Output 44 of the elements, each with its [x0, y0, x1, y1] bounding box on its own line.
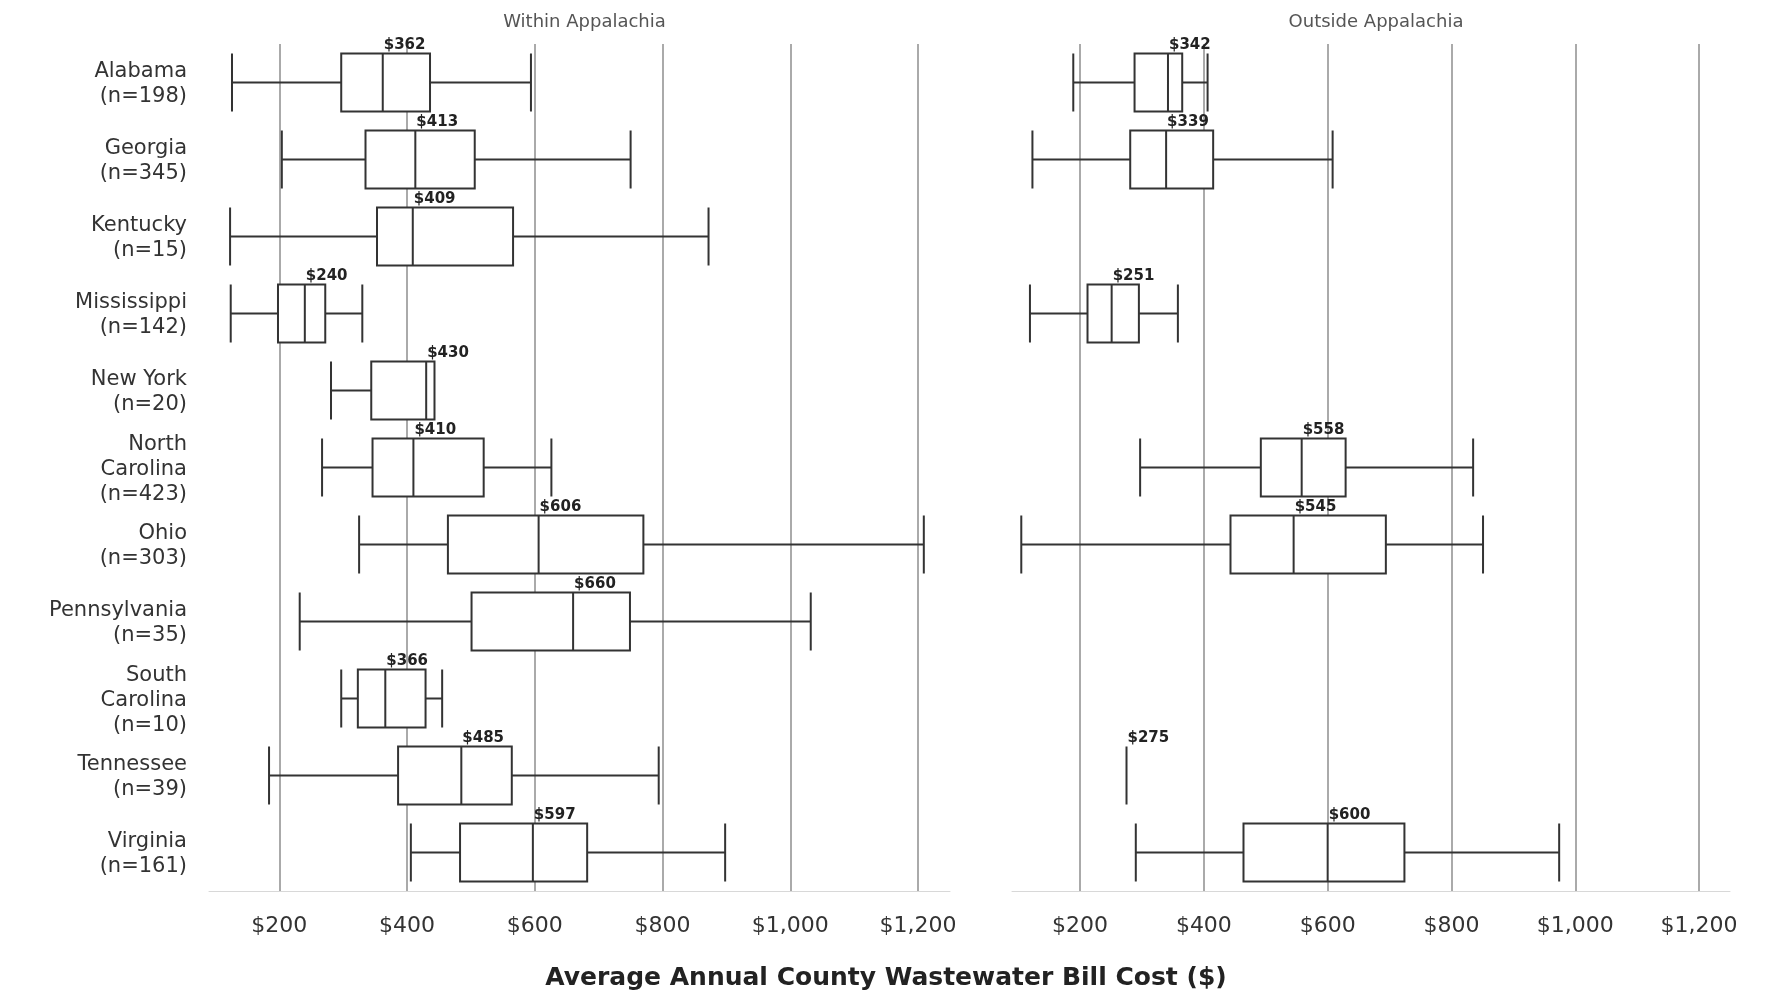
y-tick-label: Georgia (n=345): [99, 135, 187, 184]
x-tick-label: $400: [379, 911, 436, 937]
text: $430: [427, 343, 469, 361]
y-tick-label: Ohio (n=303): [99, 520, 187, 569]
text: $339: [1167, 112, 1209, 130]
x-tick-label: $1,000: [1536, 911, 1614, 937]
y-tick-label: Pennsylvania (n=35): [49, 597, 187, 646]
text: $409: [413, 189, 456, 207]
text: $251: [1112, 266, 1155, 284]
text: $362: [383, 35, 426, 53]
text: $413: [416, 112, 459, 130]
x-tick-label: $1,000: [751, 911, 829, 937]
x-tick-label: $200: [1052, 911, 1109, 937]
y-tick-label: New York (n=20): [90, 366, 188, 415]
text: $366: [386, 651, 429, 669]
y-tick-label: Mississippi (n=142): [75, 289, 187, 338]
text: $558: [1302, 420, 1345, 438]
y-tick-label: Alabama (n=198): [94, 58, 187, 107]
text: $597: [533, 805, 576, 823]
text: $545: [1294, 497, 1337, 515]
text: $606: [539, 497, 582, 515]
text: $485: [462, 728, 505, 746]
text: $660: [574, 574, 616, 592]
text: $600: [1328, 805, 1371, 823]
x-tick-label: $1,200: [879, 911, 957, 937]
chart-title: Outside Appalachia: [1288, 9, 1464, 31]
x-tick-label: $200: [251, 911, 308, 937]
y-tick-label: Kentucky (n=15): [91, 212, 187, 261]
text: $342: [1168, 35, 1211, 53]
x-tick-label: $600: [1299, 911, 1356, 937]
x-tick-label: $600: [506, 911, 563, 937]
y-tick-label: Virginia (n=161): [99, 828, 187, 877]
chart-title: Within Appalachia: [503, 9, 666, 31]
x-tick-label: $800: [634, 911, 691, 937]
y-tick-label: Tennessee (n=39): [76, 751, 187, 800]
x-axis-title: Average Annual County Wastewater Bill Cost ($): [544, 962, 1228, 991]
y-tick-label: North Carolina (n=423): [99, 430, 187, 505]
x-tick-label: $1,200: [1660, 911, 1738, 937]
text: $275: [1127, 728, 1170, 746]
y-tick-label: South Carolina (n=10): [100, 661, 187, 736]
x-tick-label: $400: [1175, 911, 1232, 937]
text: $240: [305, 266, 348, 284]
x-tick-label: $800: [1423, 911, 1480, 937]
text: $410: [414, 420, 457, 438]
